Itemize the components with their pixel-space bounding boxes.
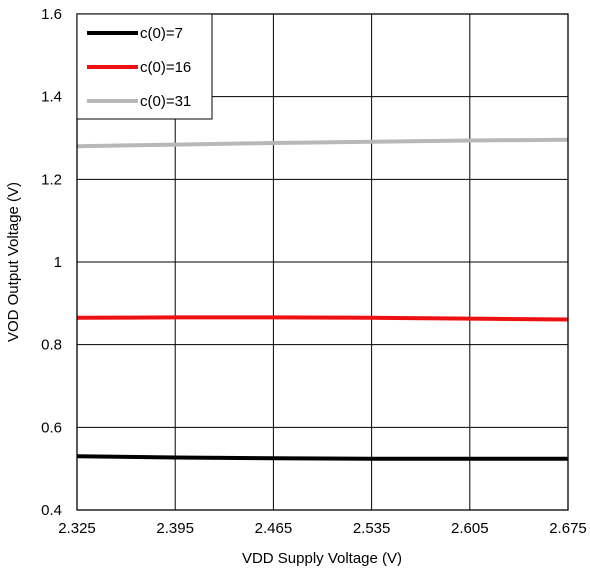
y-tick-label: 0.8 bbox=[41, 337, 62, 354]
x-tick-label: 2.395 bbox=[156, 520, 194, 537]
series-line-1 bbox=[76, 454, 568, 461]
x-tick-labels: 2.325 2.395 2.465 2.535 2.605 2.675 bbox=[58, 520, 587, 537]
y-tick-label: 0.4 bbox=[41, 502, 62, 519]
legend-label: c(0)=7 bbox=[140, 25, 183, 42]
legend: c(0)=7 c(0)=16 c(0)=31 bbox=[76, 13, 213, 120]
y-tick-label: 1 bbox=[54, 254, 62, 271]
legend-items: c(0)=7 c(0)=16 c(0)=31 bbox=[87, 25, 191, 110]
plot-area-frame bbox=[76, 13, 569, 511]
y-tick-label: 1.6 bbox=[41, 6, 62, 23]
x-tick-label: 2.325 bbox=[58, 520, 96, 537]
legend-label: c(0)=31 bbox=[140, 93, 191, 110]
series-line-2 bbox=[76, 315, 569, 322]
series-lines bbox=[76, 137, 569, 461]
y-axis-title: VOD Output Voltage (V) bbox=[5, 182, 22, 342]
x-tick-label: 2.675 bbox=[549, 520, 587, 537]
y-tick-labels: 0.4 0.6 0.8 1 1.2 1.4 1.6 bbox=[41, 6, 62, 519]
x-axis-title: VDD Supply Voltage (V) bbox=[242, 550, 402, 567]
y-tick-label: 1.2 bbox=[41, 171, 62, 188]
x-tick-label: 2.535 bbox=[353, 520, 391, 537]
series-line-3 bbox=[76, 137, 569, 149]
y-tick-label: 1.4 bbox=[41, 89, 62, 106]
legend-label: c(0)=16 bbox=[140, 59, 191, 76]
x-tick-label: 2.605 bbox=[451, 520, 489, 537]
y-tick-label: 0.6 bbox=[41, 419, 62, 436]
x-tick-label: 2.465 bbox=[255, 520, 293, 537]
